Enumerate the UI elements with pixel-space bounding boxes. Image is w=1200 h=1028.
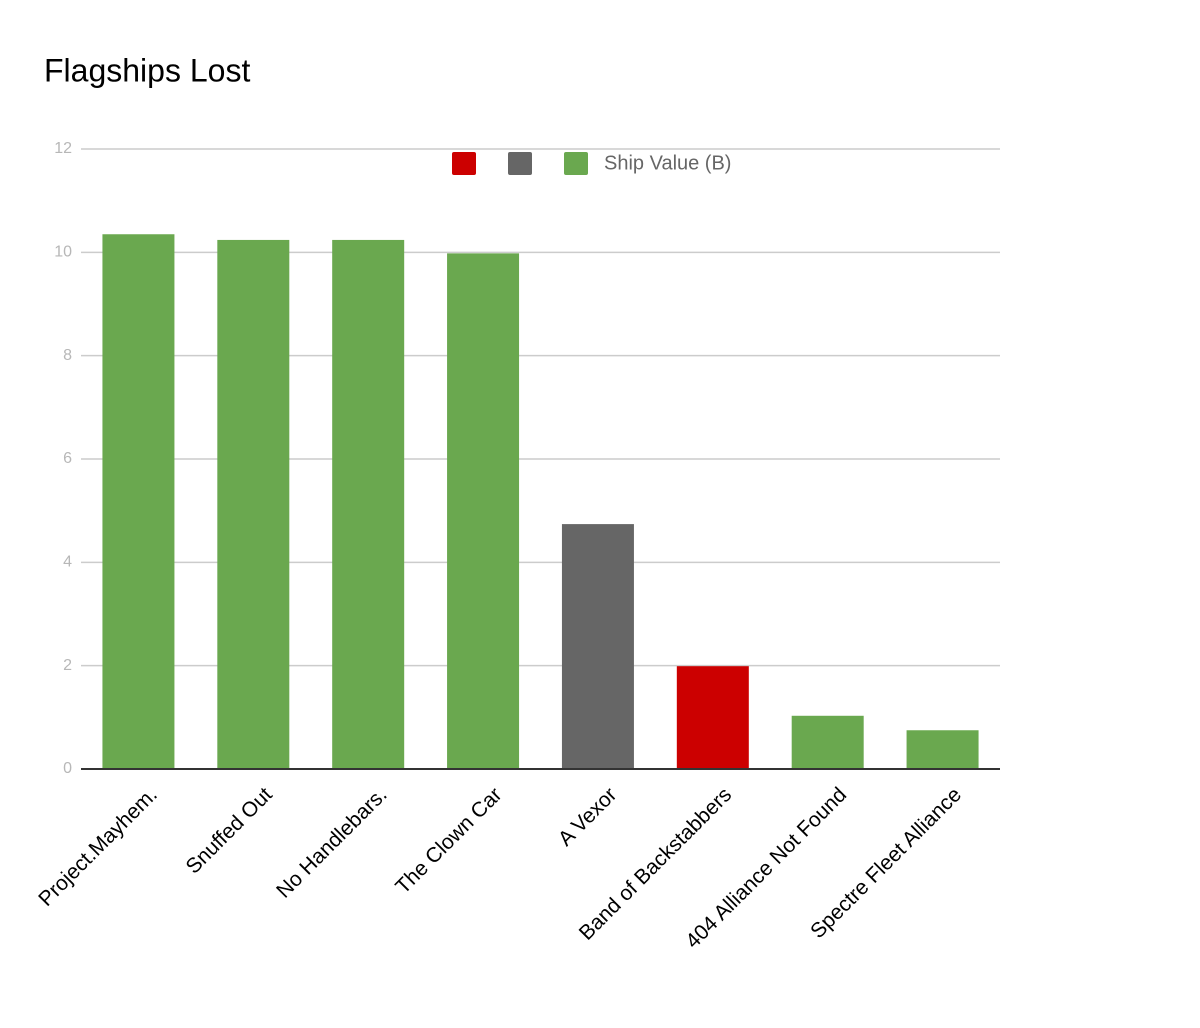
y-tick-label: 8 [63, 347, 72, 364]
bar [217, 239, 290, 769]
legend-swatch [452, 152, 476, 175]
bar [332, 239, 405, 769]
legend-swatch [564, 152, 588, 175]
bar [791, 715, 864, 769]
y-tick-label: 2 [63, 657, 72, 674]
y-tick-label: 10 [54, 244, 72, 261]
legend-label: Ship Value (B) [604, 152, 731, 174]
bar [102, 234, 175, 769]
y-tick-label: 4 [63, 554, 72, 571]
y-tick-label: 0 [63, 760, 72, 777]
chart-title: Flagships Lost [44, 52, 250, 88]
legend-swatch [508, 152, 532, 175]
y-tick-label: 12 [54, 140, 72, 157]
bar [561, 524, 634, 769]
bar [676, 666, 749, 769]
y-tick-label: 6 [63, 450, 72, 467]
bar [906, 730, 979, 769]
bar [447, 253, 520, 769]
